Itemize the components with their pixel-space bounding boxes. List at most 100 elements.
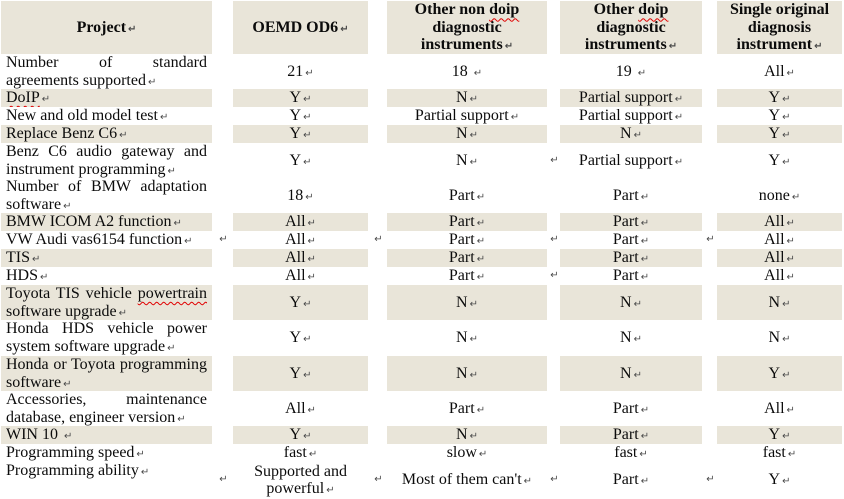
- cell-text: Partial support: [578, 151, 673, 169]
- return-mark-icon: ↵: [473, 67, 483, 79]
- return-mark-icon: ↵: [469, 130, 478, 142]
- column-gap: [212, 391, 233, 426]
- cell-text: Part: [612, 426, 639, 444]
- value-cell: N ↵: [387, 356, 547, 391]
- value-cell: Part ↵: [560, 462, 702, 498]
- cell-text: fast: [762, 444, 786, 462]
- value-text: Partial support ↵: [562, 107, 700, 125]
- project-cell: Accessories, maintenance database, engin…: [1, 391, 212, 426]
- value-cell: Y ↵: [233, 125, 368, 143]
- column-gap: [368, 320, 387, 356]
- return-mark-icon: ↵: [786, 254, 795, 266]
- return-mark-icon: ↵: [786, 272, 795, 284]
- value-cell: Part ↵: [387, 249, 547, 267]
- cell-text: Programming ability: [6, 462, 139, 479]
- project-label: TIS ↵: [6, 249, 207, 267]
- value-text: Y ↵: [719, 152, 840, 170]
- cell-text: N: [456, 293, 468, 311]
- table-row: Benz C6 audio gateway and instrument pro…: [1, 143, 844, 178]
- column-gap: [212, 89, 233, 107]
- return-mark-icon: ↵: [668, 41, 678, 53]
- cell-text: All: [764, 267, 785, 285]
- cell-text: slow: [446, 444, 477, 462]
- cell-text: All: [285, 213, 306, 231]
- value-cell: N ↵: [560, 285, 702, 320]
- column-gap: [547, 178, 560, 213]
- column-gap: [702, 178, 717, 213]
- cell-text: Part: [448, 249, 475, 267]
- column-gap: ↵: [212, 462, 233, 498]
- column-gap: ↵: [547, 462, 560, 498]
- value-cell: fast ↵: [233, 444, 368, 462]
- value-cell: All ↵: [717, 213, 842, 231]
- value-cell: none ↵: [717, 178, 842, 213]
- return-mark-icon: ↵: [177, 413, 186, 425]
- value-cell: Y ↵: [233, 320, 368, 356]
- value-cell: Y ↵: [717, 143, 842, 178]
- return-mark-icon: ↵: [510, 112, 520, 124]
- cell-text: fast: [614, 444, 638, 462]
- return-mark-icon: ↵: [476, 254, 486, 266]
- cell-text: Y: [768, 89, 781, 107]
- cell-text: All: [285, 399, 306, 417]
- value-text: Y ↵: [719, 426, 840, 444]
- value-text: 19 ↵: [562, 63, 700, 81]
- column-gap: [702, 320, 717, 356]
- value-cell: Part ↵: [387, 267, 547, 285]
- column-gap: ↵: [702, 462, 717, 498]
- value-cell: Supported and powerful ↵: [233, 462, 368, 498]
- return-mark-icon: ↵: [307, 236, 316, 248]
- column-gap: ↵: [368, 462, 387, 498]
- cell-text: Part: [448, 399, 475, 417]
- cell-text: N: [768, 329, 781, 347]
- cell-text: Honda HDS vehicle power system software …: [6, 320, 207, 355]
- return-mark-icon: ↵: [308, 449, 318, 461]
- cell-text: Benz C6 audio gateway and instrument pro…: [6, 143, 207, 178]
- value-text: N ↵: [389, 89, 545, 107]
- value-cell: All ↵: [233, 249, 368, 267]
- value-text: All ↵: [235, 213, 366, 231]
- return-mark-icon: ↵: [782, 369, 791, 381]
- return-mark-icon: ↵: [119, 130, 128, 141]
- cell-text: Y: [289, 364, 302, 382]
- return-mark-icon: ↵: [787, 449, 797, 461]
- column-gap: [702, 285, 717, 320]
- value-text: All ↵: [235, 231, 366, 249]
- value-cell: N ↵: [387, 320, 547, 356]
- value-cell: Part ↵: [560, 178, 702, 213]
- cell-text: Accessories, maintenance database, engin…: [6, 391, 207, 426]
- value-text: Y ↵: [235, 107, 366, 125]
- table-row: Number of BMW adaptation software ↵ 18 ↵ Par…: [1, 178, 844, 213]
- value-text: Partial support ↵: [389, 107, 545, 125]
- return-mark-icon: ↵: [219, 234, 228, 245]
- return-mark-icon: ↵: [118, 307, 128, 319]
- value-text: 21 ↵: [235, 63, 366, 81]
- project-label: DoIP ↵: [6, 89, 207, 107]
- cell-text: Project: [76, 18, 127, 36]
- value-text: Y ↵: [235, 426, 366, 444]
- value-text: Part ↵: [562, 471, 700, 489]
- value-cell: Y ↵: [233, 89, 368, 107]
- project-label: Toyota TIS vehicle powertrain software u…: [6, 285, 207, 320]
- return-mark-icon: ↵: [374, 474, 383, 485]
- return-mark-icon: ↵: [782, 476, 791, 488]
- value-cell: Part ↵: [560, 231, 702, 249]
- return-mark-icon: ↵: [706, 474, 715, 485]
- return-mark-icon: ↵: [639, 449, 648, 461]
- value-cell: All ↵: [717, 391, 842, 426]
- return-mark-icon: ↵: [128, 23, 137, 35]
- cell-text: N: [620, 329, 632, 347]
- cell-text: N: [456, 151, 468, 169]
- value-cell: Partial support ↵: [387, 107, 547, 125]
- cell-text: TIS: [6, 249, 30, 266]
- project-label: Replace Benz C6 ↵: [6, 125, 207, 143]
- return-mark-icon: ↵: [782, 130, 791, 142]
- header-text: Single original diagnosis instrument ↵: [720, 1, 839, 54]
- cell-text: N: [768, 293, 781, 311]
- return-mark-icon: ↵: [307, 272, 316, 284]
- column-gap: [547, 426, 560, 444]
- cell-text: Y: [768, 125, 781, 143]
- value-cell: Part ↵: [387, 391, 547, 426]
- cell-text: OEMD OD6: [252, 18, 339, 36]
- value-text: Y ↵: [235, 365, 366, 383]
